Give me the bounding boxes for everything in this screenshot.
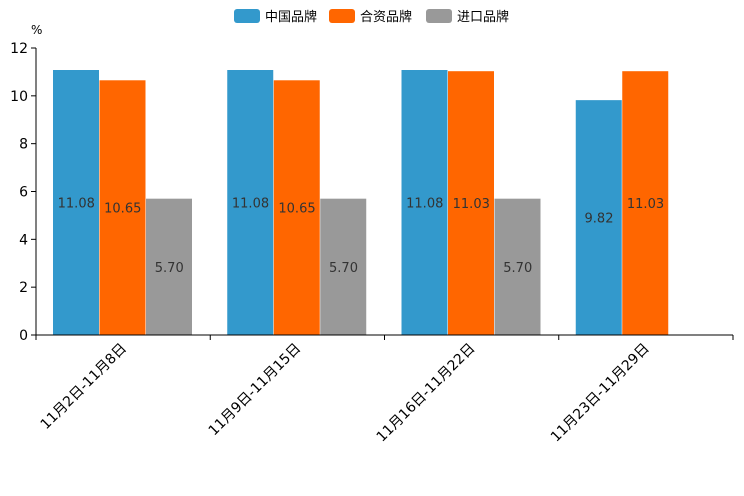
data-label: 10.65 [104, 202, 141, 217]
legend-swatch [234, 9, 260, 23]
data-label: 11.03 [453, 197, 490, 212]
bar [494, 198, 541, 335]
y-tick-label: 10 [10, 89, 28, 105]
y-tick-label: 4 [19, 232, 28, 248]
legend-label: 进口品牌 [457, 9, 509, 25]
x-tick-label: 11月23日-11月29日 [548, 341, 653, 446]
data-label: 11.08 [406, 197, 443, 212]
y-tick-label: 6 [19, 185, 28, 201]
data-labels: 11.08 10.65 5.70 11.08 10.65 5.70 11.08 11.03 5.… [58, 197, 664, 276]
data-label: 5.70 [155, 261, 184, 276]
y-tick-label: 8 [19, 137, 28, 153]
data-label: 5.70 [503, 261, 532, 276]
bar [99, 80, 146, 335]
data-label: 9.82 [585, 212, 614, 227]
bar [273, 80, 320, 335]
bar [53, 70, 99, 336]
y-axis-unit-label: % [31, 23, 42, 37]
bar [575, 100, 622, 335]
x-tick-label: 11月9日-11月15日 [206, 341, 305, 440]
data-label: 5.70 [329, 261, 358, 276]
y-tick-label: 12 [10, 41, 28, 57]
data-label: 11.03 [627, 197, 664, 212]
x-tick-label: 11月16日-11月22日 [374, 341, 479, 446]
bar [401, 70, 448, 336]
x-axis: 11月2日-11月8日 11月9日-11月15日 11月16日-11月22日 11月2… [35, 334, 734, 446]
y-tick-label: 0 [19, 328, 28, 344]
data-label: 10.65 [278, 202, 315, 217]
bar [448, 71, 494, 336]
data-label: 11.08 [58, 197, 95, 212]
legend: 中国品牌 合资品牌 进口品牌 [234, 9, 509, 25]
legend-label: 中国品牌 [265, 9, 317, 25]
legend-swatch [426, 9, 452, 23]
bar [227, 70, 274, 336]
bar [622, 71, 669, 336]
legend-swatch [329, 9, 355, 23]
x-tick-label: 11月2日-11月8日 [38, 341, 130, 433]
data-label: 11.08 [232, 197, 269, 212]
bar [146, 198, 192, 335]
bar [320, 198, 367, 335]
y-tick-label: 2 [19, 280, 28, 296]
bars [53, 70, 669, 336]
legend-label: 合资品牌 [360, 9, 412, 25]
y-axis: 0 2 4 6 8 10 12 [10, 41, 37, 344]
